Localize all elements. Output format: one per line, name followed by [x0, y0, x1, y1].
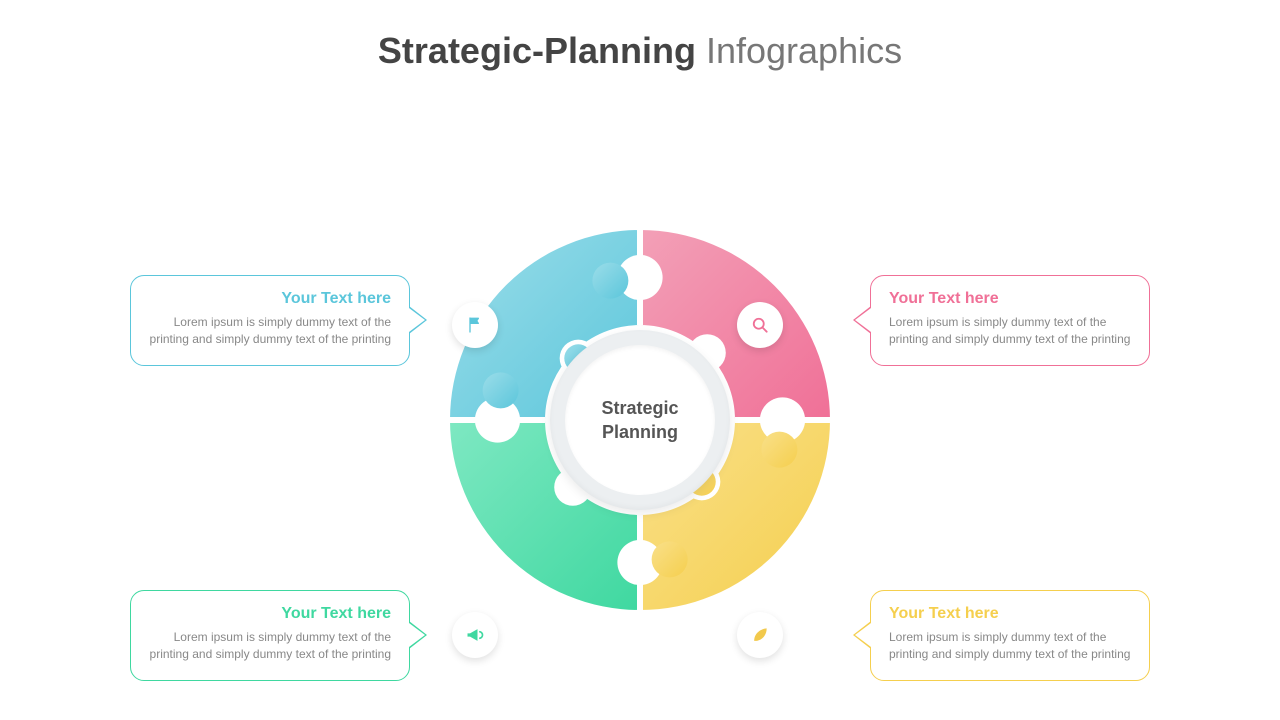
megaphone-icon [452, 612, 498, 658]
center-ring: Strategic Planning [550, 330, 730, 510]
title-light: Infographics [706, 30, 902, 71]
callout-tail [409, 306, 427, 334]
callout-body: Lorem ipsum is simply dummy text of the … [889, 314, 1131, 349]
callout-body: Lorem ipsum is simply dummy text of the … [149, 629, 391, 664]
puzzle-knob-3 [483, 372, 519, 408]
center-line2: Planning [602, 422, 678, 442]
callout-bottomright: Your Text here Lorem ipsum is simply dumm… [870, 590, 1150, 681]
puzzle-knob-2 [652, 541, 688, 577]
callout-bottomleft: Your Text here Lorem ipsum is simply dumm… [130, 590, 410, 681]
center-label: Strategic Planning [601, 396, 678, 445]
callout-body: Lorem ipsum is simply dummy text of the … [889, 629, 1131, 664]
puzzle-knob-0 [592, 263, 628, 299]
title-bold: Strategic-Planning [378, 30, 696, 71]
callout-title: Your Text here [889, 290, 1131, 308]
center-inner: Strategic Planning [565, 345, 715, 495]
center-line1: Strategic [601, 398, 678, 418]
callout-tail [409, 621, 427, 649]
callout-title: Your Text here [149, 605, 391, 623]
callout-topleft: Your Text here Lorem ipsum is simply dumm… [130, 275, 410, 366]
puzzle-knob-1 [761, 432, 797, 468]
search-icon [737, 302, 783, 348]
callout-tail [853, 306, 871, 334]
callout-tail [853, 621, 871, 649]
callout-title: Your Text here [889, 605, 1131, 623]
page-title: Strategic-Planning Infographics [0, 0, 1280, 72]
leaf-icon [737, 612, 783, 658]
callout-title: Your Text here [149, 290, 391, 308]
callout-body: Lorem ipsum is simply dummy text of the … [149, 314, 391, 349]
flag-icon [452, 302, 498, 348]
diagram-stage: Strategic Planning Your Text here Lorem i… [0, 120, 1280, 720]
ring-wrap: Strategic Planning [440, 220, 840, 620]
callout-topright: Your Text here Lorem ipsum is simply dumm… [870, 275, 1150, 366]
